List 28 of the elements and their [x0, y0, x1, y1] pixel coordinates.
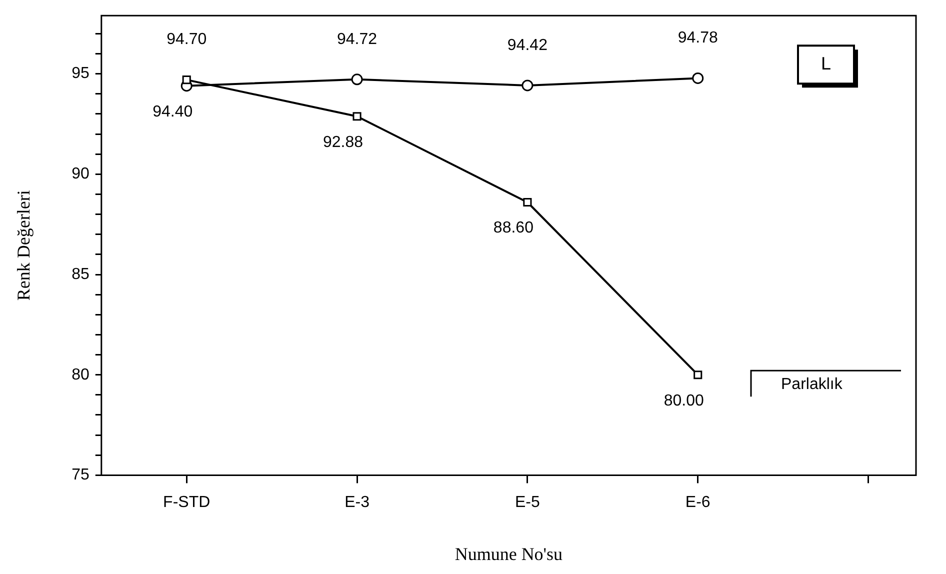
y-axis-title: Renk Değerleri [14, 190, 34, 301]
point [351, 74, 363, 86]
point [352, 112, 362, 121]
data-label: 94.78 [678, 30, 718, 47]
data-label: 94.42 [507, 36, 548, 54]
data-label: 88.60 [493, 220, 534, 237]
point [523, 198, 532, 207]
data-label: 94.70 [166, 31, 207, 48]
point [694, 370, 702, 380]
y-tick-label: 95 [72, 65, 90, 82]
y-tick-label: 90 [72, 166, 90, 183]
point [522, 80, 534, 92]
y-tick-label: 80 [72, 366, 90, 384]
data-label: 94.72 [337, 30, 378, 48]
x-tick-label: E-5 [514, 494, 540, 512]
annotation: L [820, 54, 832, 74]
data-label: 94.40 [152, 103, 193, 120]
y-tick-label: 85 [72, 266, 90, 283]
data-label: 92.88 [323, 134, 364, 151]
x-tick-label: E-6 [685, 494, 710, 512]
y-tick-label: 75 [72, 466, 90, 484]
point [692, 72, 704, 84]
x-tick-label: E-3 [344, 494, 370, 512]
annotation: Parlaklık [781, 376, 844, 394]
x-axis-title: Numune No'su [454, 544, 563, 564]
point [182, 76, 191, 84]
data-label: 80.00 [664, 392, 704, 410]
x-tick-label: F-STD [163, 494, 210, 512]
